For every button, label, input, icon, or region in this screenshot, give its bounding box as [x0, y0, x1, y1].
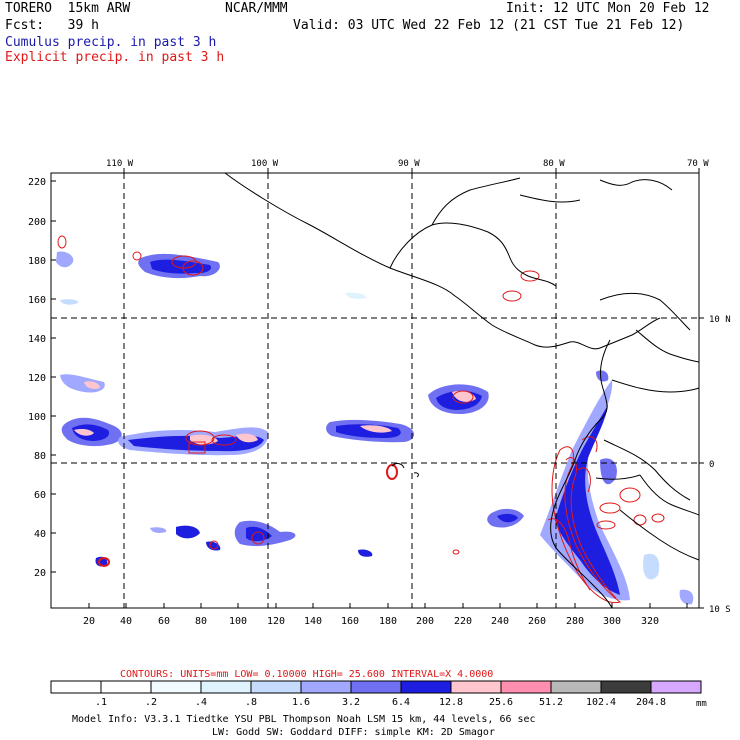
legend-label: 1.6	[292, 697, 310, 708]
x-tick-label: 40	[120, 616, 132, 627]
x-tick-label: 160	[341, 616, 359, 627]
legend-label: .8	[245, 697, 257, 708]
model-info: Model Info: V3.3.1 Tiedtke YSU PBL Thomp…	[72, 714, 536, 725]
lon-label-90w: 90 W	[398, 159, 420, 169]
lat-lon-grid	[51, 173, 699, 608]
coastlines	[224, 172, 700, 609]
legend-swatch	[300, 680, 352, 694]
y-tick-label: 20	[34, 568, 46, 579]
lat-label-10s: 10 S	[709, 605, 731, 615]
legend-label: 51.2	[539, 697, 563, 708]
legend-label: 6.4	[392, 697, 410, 708]
legend-label: 204.8	[636, 697, 666, 708]
legend-unit: mm	[696, 699, 707, 709]
legend-swatch	[450, 680, 502, 694]
legend-label: 102.4	[586, 697, 616, 708]
y-tick-label: 160	[28, 295, 46, 306]
legend-swatch	[400, 680, 452, 694]
legend-swatch	[50, 680, 102, 694]
legend-swatch	[550, 680, 602, 694]
legend-swatch	[200, 680, 252, 694]
valid-time: Valid: 03 UTC Wed 22 Feb 12 (21 CST Tue …	[293, 18, 685, 33]
x-tick-label: 320	[641, 616, 659, 627]
legend-swatch	[150, 680, 202, 694]
y-tick-label: 60	[34, 490, 46, 501]
model-title: TORERO 15km ARW	[5, 1, 131, 16]
y-tick-label: 120	[28, 373, 46, 384]
x-tick-label: 300	[603, 616, 621, 627]
y-tick-label: 140	[28, 334, 46, 345]
cumulus-precip-label: Cumulus precip. in past 3 h	[5, 35, 217, 50]
physics-info: LW: Godd SW: Goddard DIFF: simple KM: 2D…	[212, 727, 495, 738]
y-tick-label: 100	[28, 412, 46, 423]
explicit-precip-label: Explicit precip. in past 3 h	[5, 50, 225, 65]
x-tick-label: 260	[528, 616, 546, 627]
y-tick-label: 200	[28, 217, 46, 228]
forecast-hour: Fcst: 39 h	[5, 18, 99, 33]
x-tick-label: 80	[195, 616, 207, 627]
x-tick-label: 240	[491, 616, 509, 627]
legend-label: .4	[195, 697, 207, 708]
init-time: Init: 12 UTC Mon 20 Feb 12	[506, 1, 710, 16]
x-tick-label: 180	[379, 616, 397, 627]
legend-colorbar	[50, 680, 702, 694]
legend-swatch	[600, 680, 652, 694]
legend-swatch	[100, 680, 152, 694]
x-tick-label: 100	[229, 616, 247, 627]
y-tick-label: 180	[28, 256, 46, 267]
legend-label: .1	[95, 697, 107, 708]
legend-swatch	[500, 680, 552, 694]
x-tick-label: 60	[158, 616, 170, 627]
cumulus-precip-areas	[56, 251, 694, 605]
lon-label-70w: 70 W	[687, 159, 709, 169]
x-tick-label: 20	[83, 616, 95, 627]
legend-label: 12.8	[439, 697, 463, 708]
legend-swatch	[350, 680, 402, 694]
lon-label-100w: 100 W	[251, 159, 279, 169]
organization-label: NCAR/MMM	[225, 1, 288, 16]
contour-info: CONTOURS: UNITS=mm LOW= 0.10000 HIGH= 25…	[120, 669, 493, 680]
legend-swatch	[650, 680, 702, 694]
x-tick-label: 120	[267, 616, 285, 627]
x-tick-label: 220	[454, 616, 472, 627]
legend-label: 3.2	[342, 697, 360, 708]
legend-swatch	[250, 680, 302, 694]
lat-label-0: 0	[709, 460, 714, 470]
legend-label: 25.6	[489, 697, 513, 708]
map-frame	[50, 172, 700, 609]
x-tick-label: 200	[416, 616, 434, 627]
lon-label-80w: 80 W	[543, 159, 565, 169]
explicit-precip-contours	[57, 235, 665, 604]
legend-label: .2	[145, 697, 157, 708]
y-tick-label: 220	[28, 177, 46, 188]
x-tick-label: 280	[566, 616, 584, 627]
y-tick-label: 40	[34, 529, 46, 540]
lon-label-110w: 110 W	[106, 159, 134, 169]
y-tick-label: 80	[34, 451, 46, 462]
lat-label-10n: 10 N	[709, 315, 731, 325]
x-tick-label: 140	[304, 616, 322, 627]
axis-ticks	[51, 168, 704, 609]
